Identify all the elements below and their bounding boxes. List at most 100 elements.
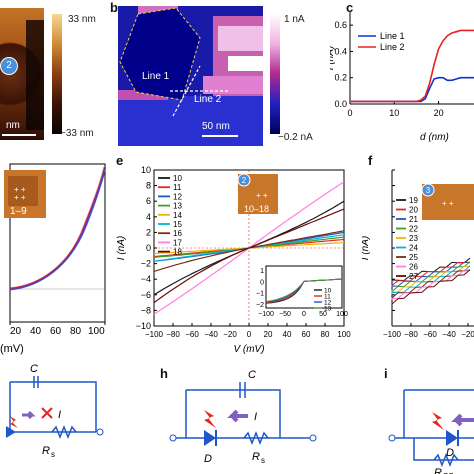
- subinset-legend-label: 10: [324, 288, 332, 295]
- x-tick-label: −20: [223, 330, 237, 339]
- y-tick-label: 6: [146, 196, 151, 206]
- panel-label-i: i: [384, 366, 388, 381]
- current-label: I: [254, 411, 257, 423]
- legend-label: Line 2: [380, 42, 405, 52]
- y-tick-label: −6: [141, 290, 151, 300]
- y-axis-label: I (nA): [116, 236, 127, 260]
- scale-bar-label: 50 nm: [202, 121, 230, 132]
- subinset-y-tick: −1: [256, 291, 264, 298]
- legend-label: 18: [173, 248, 182, 257]
- y-tick-label: 8: [146, 181, 151, 191]
- panel-d-chart: + + + + 1–9 20 40 60 80 100 (mV): [0, 163, 107, 355]
- panel-c-chart: 0.6 0.4 0.2 0.00 10 20 I (nA) d (nm) Line 1Line …: [330, 12, 474, 143]
- capacitor-label: C: [248, 369, 256, 381]
- legend-label: 22: [409, 225, 418, 234]
- iv-curve-23: [392, 265, 470, 293]
- subinset-legend-label: 11: [324, 294, 331, 301]
- current-map-image: Line 1 Line 2 50 nm 1 nA −0.2 nA: [118, 6, 313, 146]
- resistor-label: R: [252, 451, 260, 463]
- panel-label-b: b: [110, 0, 118, 15]
- series-line-2: [350, 29, 474, 103]
- y-tick-label: 0: [146, 243, 151, 253]
- current-label: I: [58, 409, 61, 421]
- y-axis-label: I (nA): [330, 46, 336, 70]
- y-tick-label: 0.0: [334, 99, 347, 109]
- site-marker-label: 2: [242, 176, 247, 185]
- iv-curve-20: [391, 261, 471, 287]
- panel-a: 2 nm 33 nm −33 nm: [0, 0, 105, 148]
- x-tick: 20: [10, 326, 22, 337]
- panel-label-h: h: [160, 366, 168, 381]
- y-tick-label: 2: [146, 227, 151, 237]
- x-tick-label: 0: [247, 330, 252, 339]
- resistor-subscript: s: [51, 450, 55, 459]
- legend-label: Line 1: [380, 31, 405, 41]
- legend-label: 24: [409, 244, 418, 253]
- x-tick: 100: [88, 326, 105, 337]
- x-axis-label: d (nm): [420, 132, 449, 143]
- inset-label: 1–9: [10, 206, 27, 217]
- iv-curve-22: [391, 261, 471, 293]
- x-tick-label: −60: [185, 330, 199, 339]
- panel-label-c: c: [346, 0, 354, 15]
- scale-bar: [2, 134, 36, 136]
- iv-curve-18: [153, 208, 345, 304]
- legend-label: 20: [409, 206, 418, 215]
- resistor-subscript: SS: [443, 472, 454, 474]
- legend-label: 25: [409, 253, 418, 262]
- diode-label: D: [204, 453, 212, 465]
- legend-label: 16: [173, 229, 182, 238]
- panel-b: Line 1 Line 2 50 nm 1 nA −0.2 nA: [118, 6, 338, 146]
- x-tick-label: 100: [337, 330, 351, 339]
- resistor-subscript: s: [261, 456, 265, 465]
- colorbar-top-label: 33 nm: [68, 14, 96, 25]
- x-tick-label: 20: [434, 108, 444, 118]
- legend-label: 11: [173, 183, 182, 192]
- circuit-i: D R SS: [388, 389, 474, 474]
- y-tick-label: −8: [141, 305, 151, 315]
- legend-label: 12: [173, 192, 182, 201]
- resistor-label: R: [434, 467, 442, 474]
- site-marker-label: 3: [426, 186, 431, 195]
- x-axis-label: V (mV): [233, 344, 264, 355]
- x-tick-label: −100: [383, 330, 402, 339]
- diode-label: D: [446, 447, 454, 459]
- subinset-x-tick: −50: [279, 311, 291, 318]
- y-tick-label: 10: [141, 165, 151, 175]
- y-tick-label: 4: [146, 212, 151, 222]
- x-tick-label: −40: [442, 330, 456, 339]
- x-tick-label: −40: [204, 330, 218, 339]
- line-1-label: Line 1: [142, 71, 170, 82]
- x-axis-label: (mV): [0, 343, 24, 355]
- subinset-y-tick: 1: [260, 268, 264, 275]
- x-tick-label: 60: [302, 330, 311, 339]
- colorbar-top-label: 1 nA: [284, 14, 305, 25]
- x-tick: 60: [50, 326, 62, 337]
- iv-curve-27: [391, 269, 471, 306]
- x-tick: 80: [70, 326, 82, 337]
- x-tick-label: −20: [461, 330, 474, 339]
- subinset-legend-label: 13: [324, 306, 332, 313]
- subinset-y-tick: 0: [260, 279, 264, 286]
- legend-label: 13: [173, 202, 182, 211]
- y-tick-label: −4: [141, 274, 151, 284]
- subinset-curve-13: [265, 278, 343, 302]
- inset-crosses: + +: [442, 199, 454, 208]
- legend-label: 14: [173, 211, 182, 220]
- capacitor-label: C: [30, 363, 38, 375]
- colorbar: [270, 14, 280, 134]
- y-tick-label: −2: [141, 259, 151, 269]
- legend-label: 21: [409, 215, 418, 224]
- line-1-path: [172, 65, 201, 117]
- scale-bar-label: nm: [6, 120, 20, 131]
- iv-curve-25: [391, 270, 471, 300]
- resistor-label: R: [42, 445, 50, 457]
- legend-label: 26: [409, 263, 418, 272]
- site-marker-2: 2: [0, 57, 18, 75]
- site-marker-3: [421, 183, 435, 197]
- iv-curve-19: [391, 257, 471, 282]
- x-tick-label: 20: [264, 330, 273, 339]
- x-tick-label: 10: [389, 108, 399, 118]
- subinset-y-tick: −2: [256, 302, 264, 309]
- panel-label-f: f: [368, 153, 373, 168]
